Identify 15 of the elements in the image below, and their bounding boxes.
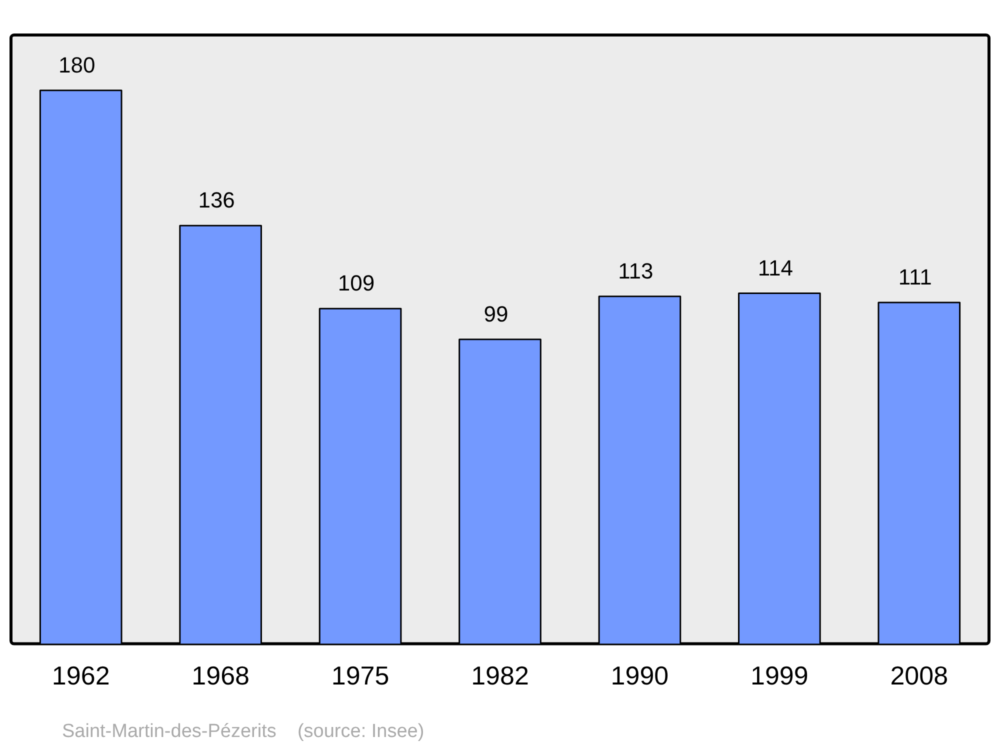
x-tick-label: 1990 [610, 660, 669, 691]
data-label: 99 [484, 301, 508, 326]
x-tick-label: 1962 [52, 660, 110, 691]
data-label: 180 [58, 52, 96, 78]
x-tick-label: 1999 [750, 660, 808, 691]
data-label: 111 [898, 264, 932, 290]
data-label: 113 [618, 258, 654, 284]
x-tick-label: 2008 [890, 660, 948, 691]
data-label: 114 [758, 255, 793, 280]
text: Saint-Martin-des-Pézerits (source: Insee) [62, 721, 424, 742]
x-tick-label: 1975 [331, 660, 390, 691]
x-tick-label: 1968 [192, 660, 250, 691]
x-tick-label: 1982 [471, 660, 529, 691]
data-label: 109 [338, 270, 375, 296]
data-label: 136 [198, 188, 235, 213]
